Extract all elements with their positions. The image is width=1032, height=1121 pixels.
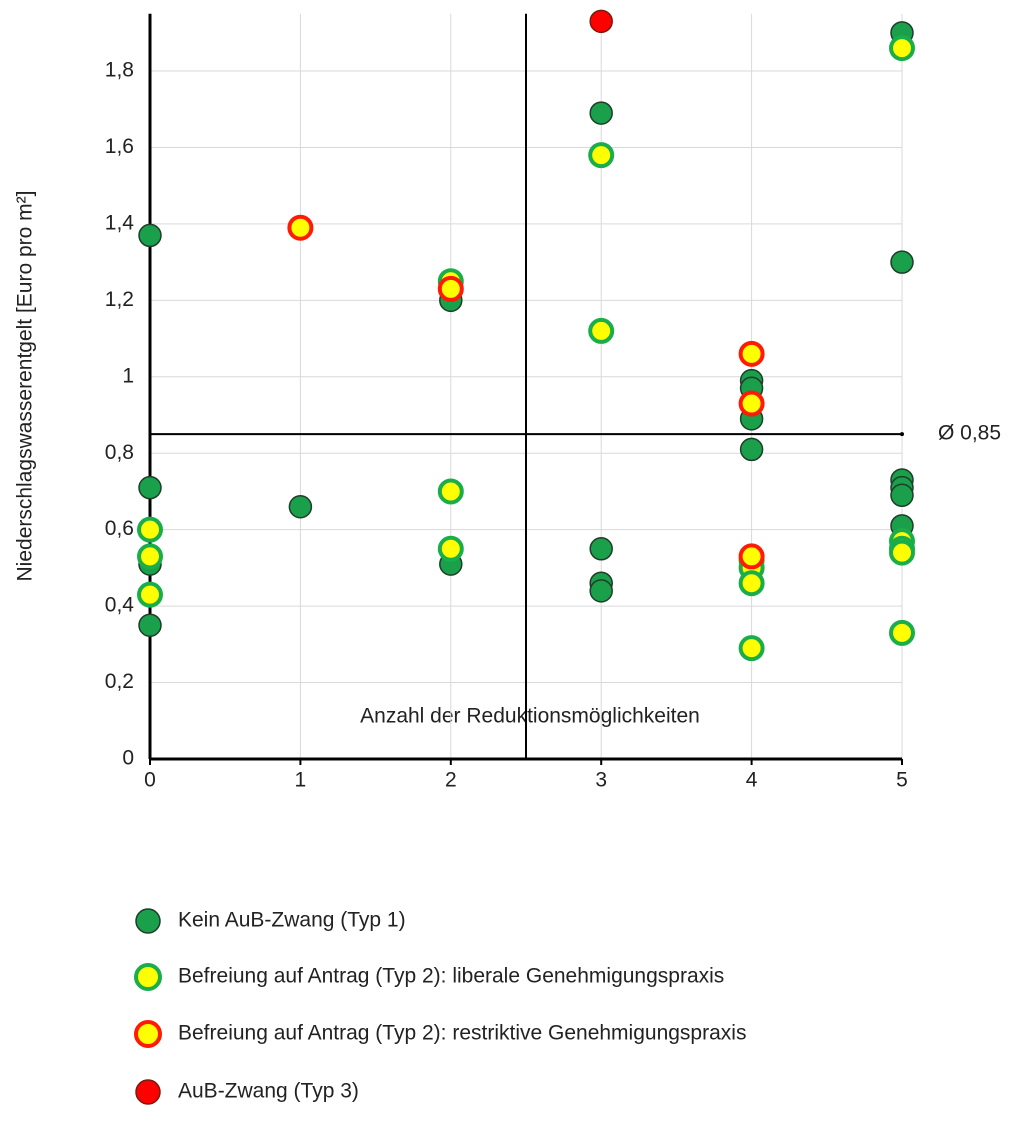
y-tick-label: 0,2 (105, 670, 134, 693)
x-tick-label: 0 (144, 769, 156, 792)
point (889, 619, 915, 646)
x-tick-label: 1 (295, 769, 307, 792)
point (589, 9, 613, 34)
y-tick-label: 0,8 (105, 441, 134, 464)
point (738, 340, 765, 367)
legend-marker (135, 1079, 161, 1105)
point (137, 516, 163, 543)
x-tick-label: 4 (746, 769, 758, 792)
x-tick-label: 5 (896, 769, 908, 792)
legend-label: Befreiung auf Antrag (Typ 2): liberale G… (178, 965, 724, 988)
point (890, 250, 914, 274)
point (437, 478, 464, 505)
x-axis-label: Anzahl der Reduktionsmöglichkeiten (360, 705, 700, 728)
point (138, 613, 162, 637)
point (437, 275, 464, 302)
point (588, 142, 615, 169)
point (738, 390, 765, 417)
point (138, 475, 162, 500)
y-tick-label: 0 (122, 747, 134, 770)
point (589, 579, 613, 603)
point (437, 535, 464, 562)
point (288, 494, 313, 519)
point (588, 317, 615, 344)
legend-marker (134, 1020, 162, 1048)
y-tick-label: 0,6 (105, 517, 134, 540)
point (739, 437, 764, 462)
x-tick-label: 3 (595, 769, 607, 792)
y-tick-label: 1 (122, 364, 134, 387)
legend-marker (134, 963, 162, 991)
x-tick-label: 2 (445, 769, 457, 792)
y-tick-label: 1,2 (105, 288, 134, 311)
point (589, 537, 613, 561)
point (287, 214, 314, 241)
point (738, 635, 765, 662)
point (138, 223, 162, 248)
y-tick-label: 1,6 (105, 135, 134, 158)
y-tick-label: 0,4 (105, 594, 135, 617)
y-axis-label: Niederschlagswasserentgelt [Euro pro m²] (14, 190, 37, 581)
point (738, 570, 765, 597)
point (589, 101, 613, 125)
y-tick-label: 1,4 (105, 211, 135, 234)
point (889, 35, 915, 62)
y-tick-label: 1,8 (105, 59, 134, 82)
point (889, 539, 915, 566)
mean-label: Ø 0,85 (938, 422, 1001, 445)
point (137, 581, 163, 608)
mean-end (900, 432, 904, 437)
point (137, 543, 163, 570)
legend-label: Kein AuB-Zwang (Typ 1) (178, 909, 406, 932)
legend-marker (135, 908, 161, 934)
legend-label: Befreiung auf Antrag (Typ 2): restriktiv… (178, 1022, 746, 1045)
point (738, 543, 765, 570)
point (890, 483, 914, 508)
legend-label: AuB-Zwang (Typ 3) (178, 1080, 359, 1103)
